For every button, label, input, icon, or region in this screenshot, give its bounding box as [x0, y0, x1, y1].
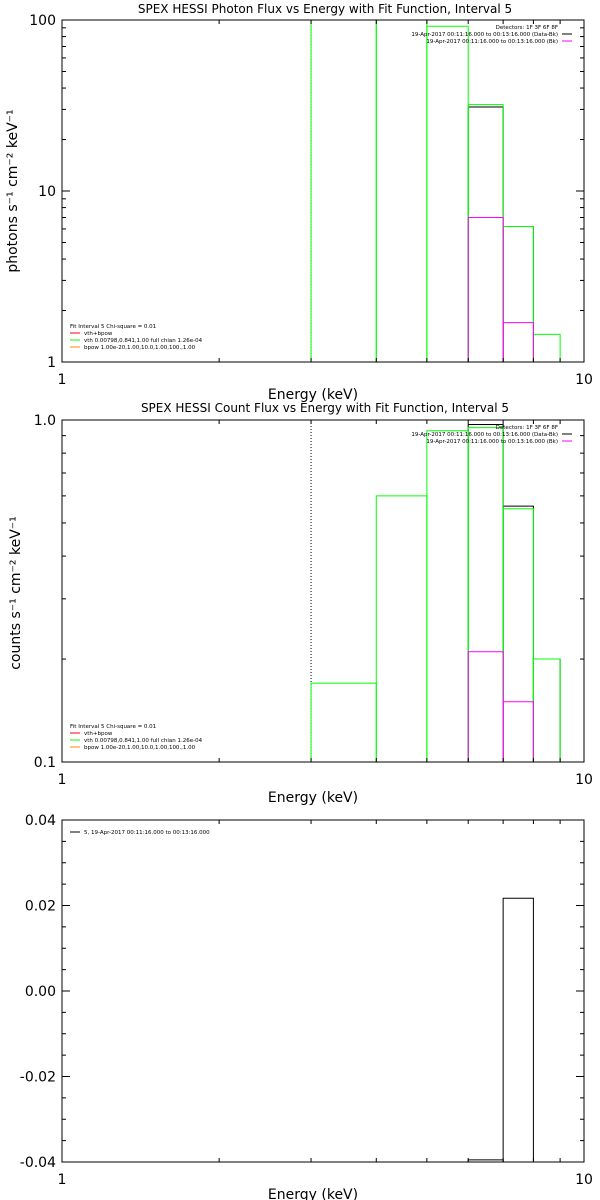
histogram-bin [502, 508, 534, 762]
chart-title: SPEX HESSI Photon Flux vs Energy with Fi… [138, 2, 512, 16]
histogram-bin [375, 19, 428, 362]
legend-entry: 19-Apr-2017 00:11:16.000 to 00:13:16.000… [426, 439, 558, 445]
y-tick-label: 10 [38, 184, 56, 200]
x-tick-label: 1 [58, 372, 67, 388]
y-tick-label: -0.02 [20, 1070, 56, 1086]
x-axis-label: Energy (keV) [268, 790, 358, 806]
y-tick-label: 1 [47, 355, 56, 371]
photon-flux-marks [310, 19, 561, 362]
histogram-bin [532, 658, 561, 762]
legend-entry: vth 0.00798,0.841,1.00 full chian 1.26e-… [84, 738, 203, 744]
legend-entry: Fit Interval 5 Chi-square = 0.01 [70, 324, 156, 330]
histogram-bin [467, 104, 504, 362]
legend-entry: vth+bpow [84, 731, 113, 737]
y-tick-label: 1.0 [34, 413, 56, 429]
series-bk [467, 216, 534, 362]
plot-frame [61, 19, 585, 363]
legend-entry: 19-Apr-2017 00:11:16.000 to 00:13:16.000… [411, 432, 558, 438]
legend: 5, 19-Apr-2017 00:11:16.000 to 00:13:16.… [70, 830, 210, 836]
legend-entry: 19-Apr-2017 00:11:16.000 to 00:13:16.000… [426, 39, 558, 45]
series-vth [310, 19, 561, 362]
photon-flux-panel: SPEX HESSI Photon Flux vs Energy with Fi… [5, 2, 593, 403]
y-tick-label: -0.04 [20, 1155, 56, 1171]
x-tick-label: 10 [575, 1172, 593, 1188]
x-tick-label: 1 [58, 1172, 67, 1188]
histogram-bin [532, 658, 561, 762]
histogram-bin [467, 424, 504, 762]
plot-frame [61, 419, 585, 763]
histogram-bin [467, 106, 504, 362]
x-tick-label: 10 [575, 772, 593, 788]
histogram-bin [375, 495, 428, 762]
residual-marks [467, 897, 534, 1162]
histogram-bin [467, 651, 504, 762]
x-axis-label: Energy (keV) [268, 1187, 358, 1200]
count-flux-marks [310, 420, 561, 762]
count-flux-panel: SPEX HESSI Count Flux vs Energy with Fit… [8, 401, 593, 806]
axis-ticks: 1 10 1 10 100 [29, 13, 593, 388]
histogram-bin [502, 701, 534, 762]
series-data-bk [467, 106, 534, 362]
series-data-bk [467, 424, 561, 762]
histogram-bin [502, 897, 534, 1162]
histogram-bin [502, 322, 534, 362]
histogram-bin [502, 226, 534, 362]
axis-ticks: 1 10 0.1 1.0 [34, 413, 593, 788]
histogram-bin [467, 216, 504, 362]
y-axis-label: counts s⁻¹ cm⁻² keV⁻¹ [8, 516, 24, 670]
series-vth [310, 427, 561, 762]
histogram-bin [310, 19, 377, 362]
y-tick-label: 100 [29, 13, 56, 29]
axis-ticks: 1 10 -0.04 -0.02 0.00 0.02 0.04 [20, 813, 593, 1188]
legend-entry: Fit Interval 5 Chi-square = 0.01 [70, 724, 156, 730]
x-tick-label: 1 [58, 772, 67, 788]
chart-title: SPEX HESSI Count Flux vs Energy with Fit… [141, 401, 509, 415]
histogram-bin [310, 682, 377, 762]
y-tick-label: 0.1 [34, 755, 56, 771]
histogram-bin [502, 226, 534, 362]
legend-entry: Detectors: 1F 3F 6F 8F [496, 425, 558, 431]
plot-frame [61, 819, 585, 1163]
y-tick-label: 0.04 [25, 813, 56, 829]
histogram-bin [426, 430, 469, 762]
y-axis-label: photons s⁻¹ cm⁻² keV⁻¹ [5, 109, 21, 272]
legend-entry: bpow 1.00e-20,1.00,10.0,1.00,100.,1.00 [84, 745, 196, 751]
legend-entry: Detectors: 1F 3F 6F 8F [496, 25, 558, 31]
legend-entry: vth 0.00798,0.841,1.00 full chian 1.26e-… [84, 338, 203, 344]
y-tick-label: 0.00 [25, 984, 56, 1000]
legend-entry: bpow 1.00e-20,1.00,10.0,1.00,100.,1.00 [84, 345, 196, 351]
y-tick-label: 0.02 [25, 899, 56, 915]
x-tick-label: 10 [575, 372, 593, 388]
series-5-19-apr-2017-00-11-16-000-to-00-13-16-000 [467, 897, 534, 1162]
legend-entry: 19-Apr-2017 00:11:16.000 to 00:13:16.000… [411, 32, 558, 38]
legend-entry: vth+bpow [84, 331, 113, 337]
histogram-bin [467, 427, 504, 762]
histogram-bin [426, 25, 469, 362]
legend-entry: 5, 19-Apr-2017 00:11:16.000 to 00:13:16.… [84, 830, 210, 836]
series-bk [467, 651, 534, 762]
histogram-bin [532, 333, 561, 362]
x-axis-label: Energy (keV) [268, 387, 358, 403]
residual-panel: 1 10 -0.04 -0.02 0.00 0.02 0.04 Energy (keV) 5… [20, 813, 593, 1200]
histogram-bin [502, 505, 534, 762]
